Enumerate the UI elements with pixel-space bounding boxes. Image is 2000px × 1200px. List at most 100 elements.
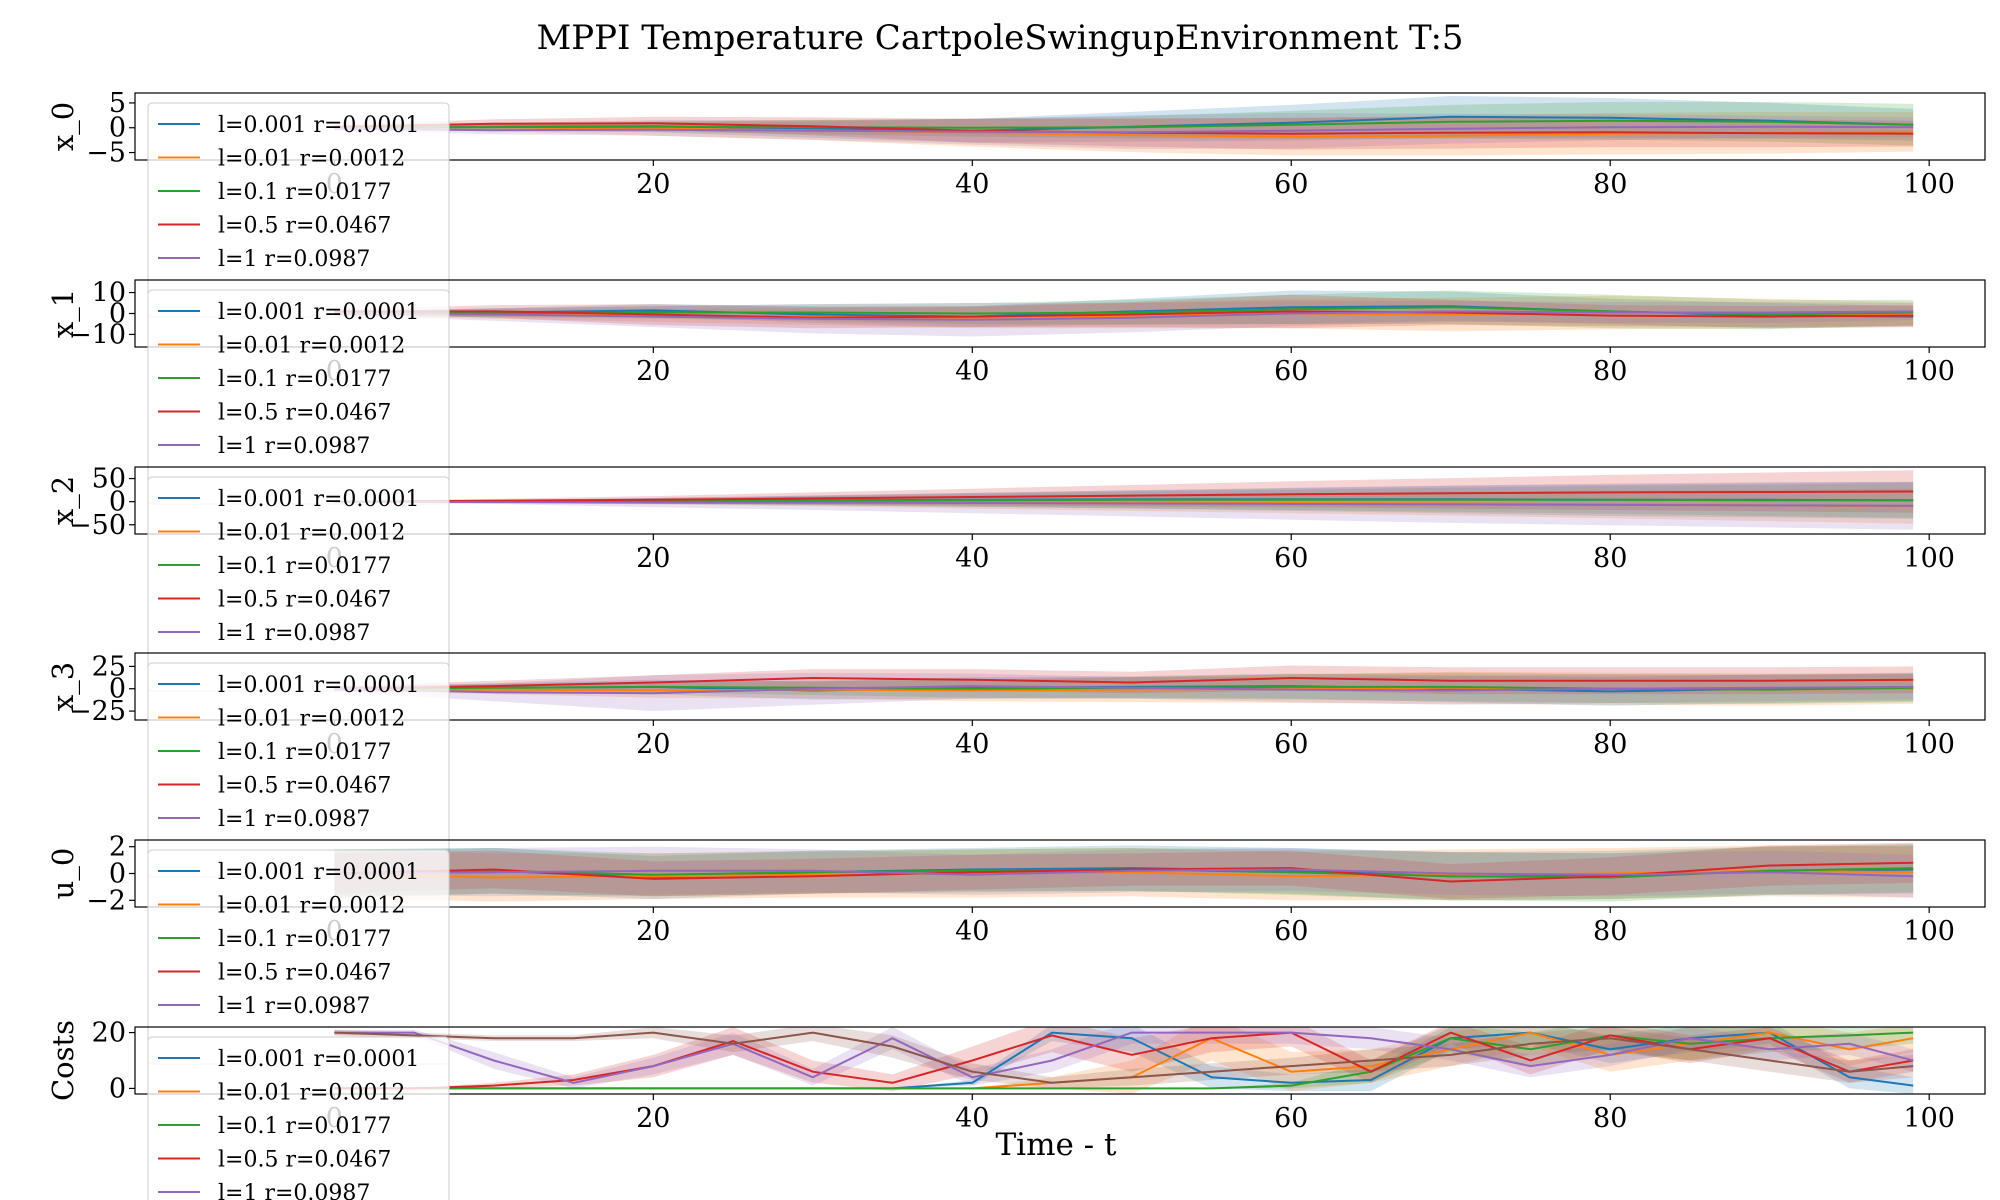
- y-axis-label: x_1: [46, 289, 81, 338]
- y-tick-label: 0: [109, 674, 126, 705]
- legend: l=0.001 r=0.0001 l=0.01 r=0.0012 l=0.1 r=0…: [147, 662, 450, 878]
- y-axis-label: Costs: [46, 1020, 80, 1101]
- y-tick-label: −5: [86, 138, 126, 169]
- legend-entry-label: l=0.001 r=0.0001: [218, 113, 419, 138]
- x-tick-label: 60: [1274, 356, 1308, 387]
- y-tick-label: 0: [109, 299, 126, 330]
- series-5-line: [334, 1031, 1914, 1084]
- chart-title: MPPI Temperature CartpoleSwingupEnvironm…: [536, 18, 1463, 58]
- series-4-line: [334, 310, 1914, 321]
- x-tick-label: 20: [636, 543, 670, 574]
- series-0-band: [334, 290, 1914, 329]
- legend: l=0.001 r=0.0001 l=0.01 r=0.0012 l=0.1 r=0…: [147, 289, 450, 505]
- y-tick-label: −50: [69, 510, 126, 541]
- subplot-Costs: 020406080100200Costsl=0.001 r=0.0001l=0.…: [46, 1018, 1986, 1200]
- legend-entry-label: l=0.001 r=0.0001: [218, 860, 419, 885]
- axes-frame: [134, 1026, 1986, 1095]
- legend-entry-label: l=0.1 r=0.0177: [218, 554, 391, 579]
- y-axis-label: x_3: [46, 662, 81, 711]
- plot-area: [334, 665, 1914, 712]
- x-tick-label: 100: [1903, 729, 1955, 760]
- series-3-line: [334, 676, 1914, 690]
- y-tick-label: −2: [86, 885, 126, 916]
- legend-entry-label: l=1 r=0.0987: [218, 994, 370, 1019]
- series-1-band: [334, 1027, 1914, 1094]
- x-tick-label: 60: [1274, 1103, 1308, 1134]
- x-tick-label: 80: [1593, 916, 1627, 947]
- series-2-line: [334, 1031, 1914, 1090]
- plot-area: [334, 1027, 1914, 1094]
- x-tick-label: 80: [1593, 356, 1627, 387]
- x-axis-label: Time - t: [996, 1127, 1118, 1163]
- y-tick-label: 0: [109, 1073, 126, 1104]
- legend-entry-label: l=0.1 r=0.0177: [218, 367, 391, 392]
- x-tick-label: 40: [955, 169, 989, 200]
- series-2-band: [334, 290, 1914, 330]
- legend-entry-label: l=0.001 r=0.0001: [218, 487, 419, 512]
- series-2-line: [334, 119, 1914, 129]
- y-tick-label: 2: [109, 832, 126, 863]
- legend-entry-label: l=0.01 r=0.0012: [218, 707, 405, 732]
- axes-frame: [134, 652, 1986, 721]
- y-tick-label: −25: [69, 696, 126, 727]
- legend-entry-label: l=1 r=0.0987: [218, 807, 370, 832]
- x-tick-label: 40: [955, 729, 989, 760]
- series-4-line: [334, 125, 1914, 134]
- plot-area: [334, 290, 1914, 337]
- x-tick-label: 100: [1903, 356, 1955, 387]
- x-tick-label: 80: [1593, 169, 1627, 200]
- series-3-line: [334, 490, 1914, 503]
- series-4-band: [334, 672, 1914, 712]
- series-4-line: [334, 500, 1914, 507]
- x-tick-label: 100: [1903, 1103, 1955, 1134]
- series-3-line: [334, 310, 1914, 319]
- x-tick-label: 100: [1903, 169, 1955, 200]
- legend: l=0.001 r=0.0001 l=0.01 r=0.0012 l=0.1 r=0…: [147, 1036, 450, 1200]
- series-4-line: [334, 685, 1914, 695]
- subplot-x-3: 020406080100250−25x_3l=0.001 r=0.0001l=0…: [46, 651, 1986, 878]
- legend-entry-label: l=0.1 r=0.0177: [218, 1114, 391, 1139]
- legend-entry-label: l=0.001 r=0.0001: [218, 673, 419, 698]
- x-tick-label: 20: [636, 356, 670, 387]
- x-tick-label: 40: [955, 356, 989, 387]
- series-1-band: [334, 845, 1914, 902]
- legend-box: [147, 1036, 450, 1200]
- x-tick-label: 20: [636, 729, 670, 760]
- x-tick-label: 40: [955, 916, 989, 947]
- x-tick-label: 60: [1274, 916, 1308, 947]
- x-tick-label: 20: [636, 916, 670, 947]
- y-axis-label: x_0: [46, 102, 81, 151]
- legend-entry-label: l=0.5 r=0.0467: [218, 588, 391, 613]
- x-tick-label: 60: [1274, 729, 1308, 760]
- legend-entry-label: l=0.5 r=0.0467: [218, 774, 391, 799]
- axes-frame: [134, 92, 1986, 161]
- series-4-line: [334, 868, 1914, 878]
- legend: l=0.001 r=0.0001 l=0.01 r=0.0012 l=0.1 r=0…: [147, 102, 450, 318]
- x-tick-label: 20: [636, 1103, 670, 1134]
- plot-area: [334, 96, 1914, 156]
- x-tick-label: 40: [955, 1103, 989, 1134]
- subplot-u-0: 02040608010020−2u_0l=0.001 r=0.0001l=0.0…: [46, 832, 1986, 1065]
- y-tick-label: 25: [92, 651, 126, 682]
- y-tick-label: 5: [109, 88, 126, 119]
- legend-entry-label: l=1 r=0.0987: [218, 247, 370, 272]
- legend-entry-label: l=0.5 r=0.0467: [218, 214, 391, 239]
- series-0-band: [334, 1027, 1914, 1094]
- legend-entry-label: l=1 r=0.0987: [218, 1181, 370, 1200]
- legend-entry-label: l=0.1 r=0.0177: [218, 927, 391, 952]
- x-tick-label: 80: [1593, 543, 1627, 574]
- legend-entry-label: l=0.5 r=0.0467: [218, 401, 391, 426]
- series-1-band: [334, 488, 1914, 524]
- legend: l=0.001 r=0.0001 l=0.01 r=0.0012 l=0.1 r=0…: [147, 476, 450, 692]
- y-tick-label: 0: [109, 859, 126, 890]
- x-tick-label: 60: [1274, 169, 1308, 200]
- legend-entry-label: l=0.1 r=0.0177: [218, 740, 391, 765]
- legend-entry-label: l=0.01 r=0.0012: [218, 1081, 405, 1106]
- subplot-x-1: 020406080100100−10x_1l=0.001 r=0.0001l=0…: [46, 278, 1986, 505]
- plot-area: [334, 842, 1914, 902]
- y-tick-label: 20: [92, 1018, 126, 1049]
- legend-entry-label: l=1 r=0.0987: [218, 621, 370, 646]
- legend-entry-label: l=0.5 r=0.0467: [218, 1148, 391, 1173]
- subplot-panels: 02040608010050−5x_0l=0.001 r=0.0001l=0.0…: [46, 88, 1986, 1200]
- y-tick-label: −10: [69, 319, 126, 350]
